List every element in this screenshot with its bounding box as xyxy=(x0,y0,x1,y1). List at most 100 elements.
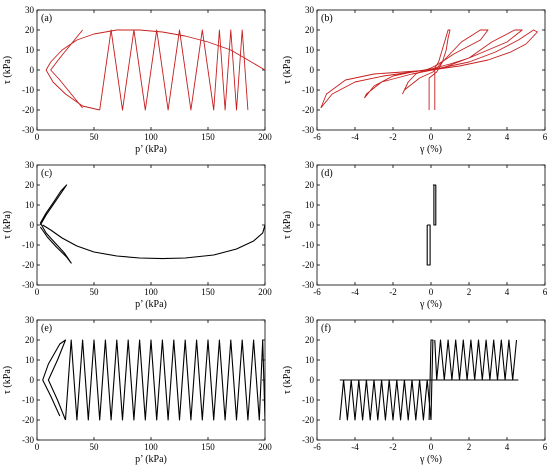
panel-label: (e) xyxy=(41,323,52,334)
y-tick-label: 10 xyxy=(305,45,315,55)
y-tick-label: 30 xyxy=(305,160,315,170)
y-tick-label: 20 xyxy=(305,25,315,35)
x-tick-label: 4 xyxy=(505,442,510,452)
y-tick-label: 0 xyxy=(310,375,315,385)
y-axis-label: τ (kPa) xyxy=(282,366,293,394)
y-tick-label: -30 xyxy=(22,280,34,290)
x-tick-label: 100 xyxy=(144,442,158,452)
x-tick-label: 50 xyxy=(90,132,100,142)
x-tick-label: 50 xyxy=(90,287,100,297)
panel-e: 0 50 100 150 200 -30 -20 -10 0 10 20 30 (e) p’ (kPa) τ… xyxy=(2,315,272,465)
x-tick-label: 150 xyxy=(201,132,215,142)
y-tick-label: -10 xyxy=(302,85,314,95)
x-tick-label: -4 xyxy=(351,287,359,297)
series-line xyxy=(42,224,265,260)
series-line xyxy=(320,29,538,109)
x-tick-label: 6 xyxy=(543,442,548,452)
y-tick-label: -10 xyxy=(302,395,314,405)
x-tick-label: -2 xyxy=(389,132,397,142)
panel-a: 0 50 100 150 200 -30 -20 -10 0 10 20 30 (a) p’ (kPa) τ… xyxy=(2,5,272,155)
x-tick-label: 100 xyxy=(144,287,158,297)
y-tick-label: 0 xyxy=(30,220,35,230)
y-tick-label: -20 xyxy=(22,260,34,270)
y-tick-label: 20 xyxy=(25,180,35,190)
series-line xyxy=(339,379,432,421)
panel-label: (d) xyxy=(321,168,333,179)
y-tick-label: -10 xyxy=(22,395,34,405)
y-tick-label: 0 xyxy=(310,220,315,230)
x-tick-label: -6 xyxy=(313,132,321,142)
x-tick-label: 50 xyxy=(90,442,100,452)
y-tick-label: 0 xyxy=(310,65,315,75)
x-tick-label: 100 xyxy=(144,132,158,142)
x-tick-label: 0 xyxy=(35,287,40,297)
y-tick-label: 10 xyxy=(25,355,35,365)
series-line xyxy=(432,184,437,226)
series-line xyxy=(428,29,451,110)
x-axis-label: γ (%) xyxy=(419,144,442,155)
x-tick-label: 4 xyxy=(505,132,510,142)
x-axis-label: p’ (kPa) xyxy=(135,299,167,310)
panel-c: 0 50 100 150 200 -30 -20 -10 0 10 20 30 (c) p’ (kPa) τ… xyxy=(2,160,272,310)
x-tick-label: 0 xyxy=(35,132,40,142)
y-tick-label: 0 xyxy=(30,375,35,385)
series-line xyxy=(99,29,249,111)
y-tick-label: -30 xyxy=(22,435,34,445)
y-tick-label: 10 xyxy=(25,45,35,55)
y-axis-label: τ (kPa) xyxy=(282,56,293,84)
series-line xyxy=(50,29,83,109)
y-tick-label: 10 xyxy=(305,200,315,210)
x-tick-label: -4 xyxy=(351,442,359,452)
y-tick-label: 10 xyxy=(305,355,315,365)
series-line xyxy=(64,339,265,421)
x-tick-label: 0 xyxy=(429,132,434,142)
y-tick-label: -30 xyxy=(302,280,314,290)
x-tick-label: 0 xyxy=(429,287,434,297)
x-tick-label: 200 xyxy=(258,287,272,297)
y-tick-label: -20 xyxy=(22,415,34,425)
x-tick-label: 150 xyxy=(201,442,215,452)
series-line xyxy=(45,29,265,111)
plot-frame xyxy=(36,164,266,286)
series-line xyxy=(426,224,431,266)
x-axis-label: γ (%) xyxy=(419,299,442,310)
x-tick-label: 2 xyxy=(467,442,472,452)
y-tick-label: 30 xyxy=(305,315,315,325)
x-tick-label: -6 xyxy=(313,287,321,297)
y-tick-label: 20 xyxy=(305,180,315,190)
y-tick-label: -20 xyxy=(302,260,314,270)
series-line xyxy=(42,339,67,421)
panel-label: (f) xyxy=(321,323,331,334)
x-tick-label: 0 xyxy=(429,442,434,452)
x-tick-label: 2 xyxy=(467,132,472,142)
y-tick-label: -30 xyxy=(22,125,34,135)
x-tick-label: 4 xyxy=(505,287,510,297)
y-tick-label: 20 xyxy=(25,335,35,345)
y-axis-label: τ (kPa) xyxy=(2,56,13,84)
series-line xyxy=(402,29,489,95)
x-tick-label: 6 xyxy=(543,287,548,297)
y-tick-label: -20 xyxy=(302,415,314,425)
x-tick-label: 200 xyxy=(258,442,272,452)
y-tick-label: 30 xyxy=(25,160,35,170)
x-axis-label: p’ (kPa) xyxy=(135,454,167,465)
y-tick-label: 0 xyxy=(30,65,35,75)
x-tick-label: 0 xyxy=(35,442,40,452)
y-tick-label: 10 xyxy=(25,200,35,210)
y-axis-label: τ (kPa) xyxy=(2,366,13,394)
y-tick-label: -20 xyxy=(302,105,314,115)
y-tick-label: -30 xyxy=(302,435,314,445)
x-tick-label: -2 xyxy=(389,442,397,452)
x-tick-label: -4 xyxy=(351,132,359,142)
x-tick-label: 150 xyxy=(201,287,215,297)
x-axis-label: p’ (kPa) xyxy=(135,144,167,155)
panel-label: (a) xyxy=(41,13,52,24)
y-tick-label: 20 xyxy=(25,25,35,35)
y-tick-label: 30 xyxy=(305,5,315,15)
x-tick-label: 6 xyxy=(543,132,548,142)
plot-frame xyxy=(316,164,546,286)
